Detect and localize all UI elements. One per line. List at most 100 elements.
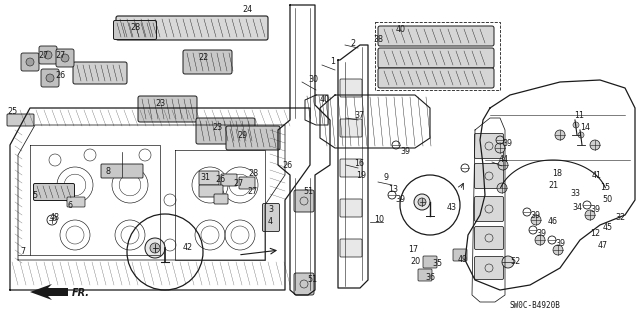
Text: 14: 14: [580, 123, 590, 132]
Text: 7: 7: [20, 248, 25, 256]
Text: 16: 16: [354, 159, 364, 167]
Text: 40: 40: [320, 95, 330, 105]
Text: 39: 39: [530, 211, 540, 220]
Text: 26: 26: [55, 70, 65, 79]
FancyBboxPatch shape: [214, 194, 228, 204]
Text: FR.: FR.: [72, 288, 90, 298]
Text: 30: 30: [308, 76, 318, 85]
Text: 33: 33: [570, 189, 580, 198]
Text: 29: 29: [237, 131, 247, 140]
Text: 39: 39: [395, 196, 405, 204]
Text: 13: 13: [388, 186, 398, 195]
Text: 52: 52: [510, 257, 520, 266]
Text: 43: 43: [447, 203, 457, 211]
Text: 27: 27: [55, 50, 65, 60]
Text: 18: 18: [552, 169, 562, 179]
Polygon shape: [30, 284, 68, 300]
FancyBboxPatch shape: [378, 48, 494, 68]
FancyBboxPatch shape: [340, 199, 362, 217]
Text: 1: 1: [330, 57, 335, 66]
FancyBboxPatch shape: [294, 190, 314, 212]
Circle shape: [578, 132, 584, 138]
Text: 31: 31: [200, 173, 210, 182]
FancyBboxPatch shape: [418, 269, 432, 281]
Text: 27: 27: [233, 179, 243, 188]
Text: 36: 36: [425, 273, 435, 283]
FancyBboxPatch shape: [378, 68, 494, 88]
FancyBboxPatch shape: [226, 126, 280, 150]
Text: 9: 9: [383, 174, 388, 182]
FancyBboxPatch shape: [340, 239, 362, 257]
Text: 46: 46: [548, 218, 558, 226]
Text: 41: 41: [592, 170, 602, 180]
FancyBboxPatch shape: [340, 159, 362, 177]
Circle shape: [26, 58, 34, 66]
FancyBboxPatch shape: [474, 226, 504, 249]
Circle shape: [555, 130, 565, 140]
Text: 39: 39: [400, 147, 410, 157]
Text: 39: 39: [555, 239, 565, 248]
FancyBboxPatch shape: [423, 256, 437, 268]
Text: 20: 20: [410, 257, 420, 266]
Text: 2: 2: [350, 39, 355, 48]
Text: 3: 3: [268, 205, 273, 214]
Text: 28: 28: [130, 24, 140, 33]
Circle shape: [573, 122, 579, 128]
Circle shape: [61, 54, 69, 62]
Text: 17: 17: [408, 246, 418, 255]
Text: 39: 39: [590, 204, 600, 213]
Text: 45: 45: [603, 224, 613, 233]
Text: 25: 25: [7, 108, 17, 116]
Text: 35: 35: [432, 259, 442, 269]
FancyBboxPatch shape: [474, 197, 504, 221]
FancyBboxPatch shape: [56, 49, 74, 67]
Text: 6: 6: [68, 201, 73, 210]
Text: 28: 28: [248, 168, 258, 177]
Text: 26: 26: [215, 175, 225, 184]
Text: 11: 11: [574, 112, 584, 121]
Circle shape: [531, 215, 541, 225]
Text: 5: 5: [32, 190, 37, 199]
FancyBboxPatch shape: [39, 46, 57, 64]
FancyBboxPatch shape: [138, 96, 197, 122]
FancyBboxPatch shape: [183, 50, 232, 74]
Text: 47: 47: [598, 241, 608, 250]
Text: 32: 32: [615, 213, 625, 222]
Text: 51: 51: [303, 188, 313, 197]
Text: 44: 44: [499, 155, 509, 165]
Circle shape: [495, 143, 505, 153]
Text: 22: 22: [198, 53, 208, 62]
FancyBboxPatch shape: [21, 53, 39, 71]
Circle shape: [150, 243, 160, 253]
Text: 39: 39: [502, 138, 512, 147]
Circle shape: [535, 235, 545, 245]
Text: SW0C-B4920B: SW0C-B4920B: [510, 300, 561, 309]
Text: 10: 10: [374, 216, 384, 225]
Text: 50: 50: [602, 196, 612, 204]
FancyBboxPatch shape: [101, 164, 143, 178]
Text: 42: 42: [183, 243, 193, 253]
FancyBboxPatch shape: [340, 79, 362, 97]
Circle shape: [145, 238, 165, 258]
Circle shape: [585, 210, 595, 220]
Text: 34: 34: [572, 204, 582, 212]
Text: 15: 15: [600, 182, 610, 191]
Text: 23: 23: [155, 99, 165, 108]
FancyBboxPatch shape: [116, 16, 268, 40]
Circle shape: [497, 183, 507, 193]
Text: 27: 27: [38, 50, 48, 60]
FancyBboxPatch shape: [340, 119, 362, 137]
FancyBboxPatch shape: [196, 118, 255, 144]
FancyBboxPatch shape: [453, 249, 467, 261]
Text: 40: 40: [396, 26, 406, 34]
Text: 26: 26: [282, 160, 292, 169]
Text: 19: 19: [356, 170, 366, 180]
FancyBboxPatch shape: [262, 204, 280, 232]
Circle shape: [553, 245, 563, 255]
Text: 27: 27: [247, 188, 257, 197]
FancyBboxPatch shape: [73, 62, 127, 84]
FancyBboxPatch shape: [7, 114, 34, 126]
FancyBboxPatch shape: [113, 20, 157, 40]
Text: 48: 48: [50, 213, 60, 222]
Circle shape: [498, 160, 508, 170]
